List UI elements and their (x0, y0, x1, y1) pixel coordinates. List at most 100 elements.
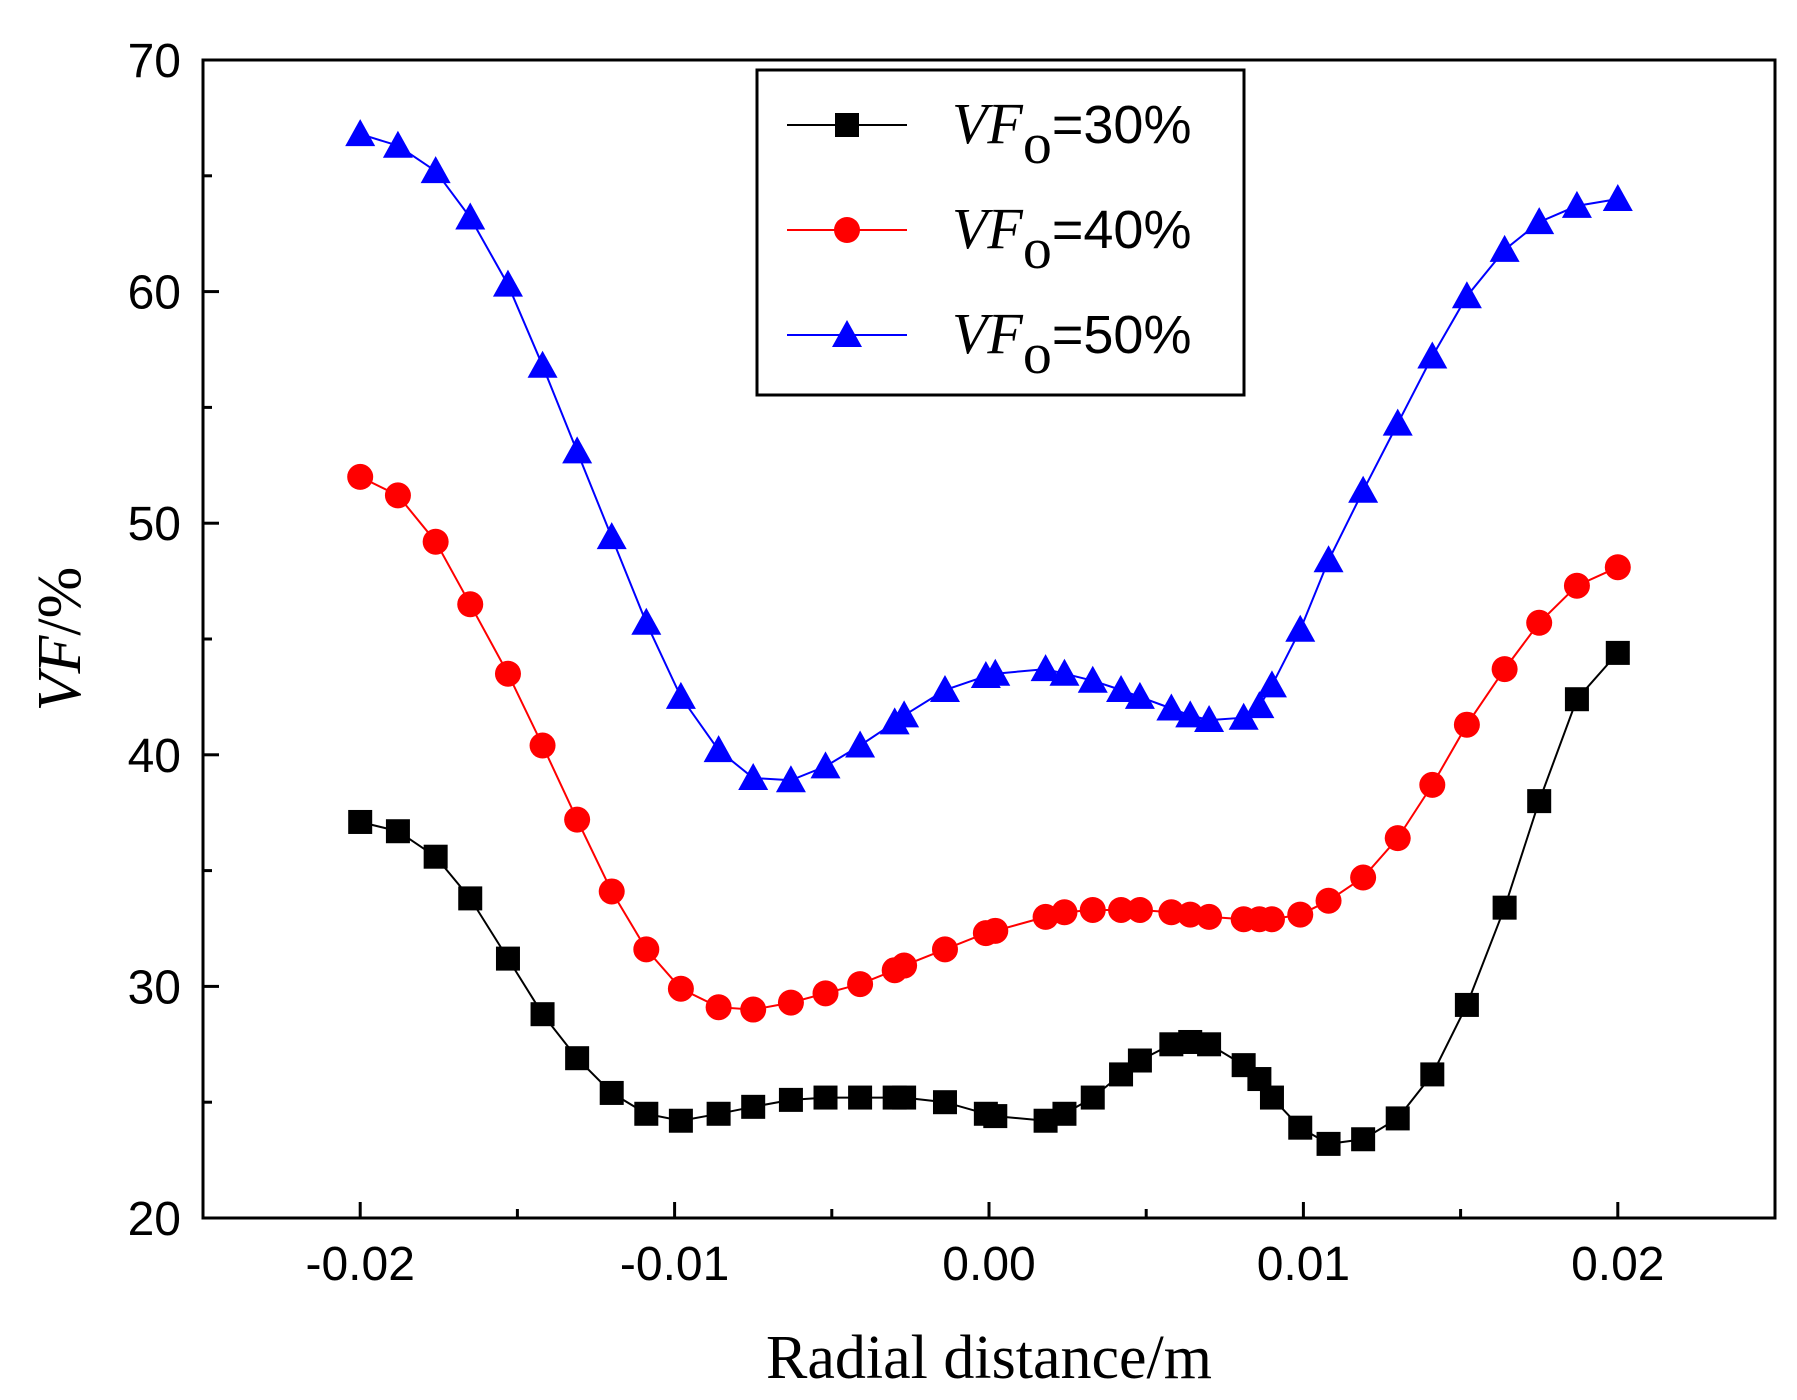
data-point (891, 952, 918, 979)
data-point (1385, 1106, 1410, 1131)
legend-item-1: VFo=30% (787, 91, 1191, 176)
x-tick-label: 0.02 (1571, 1238, 1664, 1291)
data-point (345, 119, 376, 147)
data-point (1563, 572, 1590, 599)
data-point (1197, 1032, 1222, 1057)
data-point (1492, 895, 1517, 920)
data-point (1077, 665, 1108, 693)
data-point (740, 996, 767, 1023)
y-tick-label: 50 (128, 498, 181, 551)
x-tick-label: -0.02 (305, 1238, 414, 1291)
data-point (1259, 1085, 1284, 1110)
data-point (530, 1002, 555, 1027)
data-point (1316, 1131, 1341, 1156)
data-point (564, 806, 591, 833)
data-point (1124, 681, 1155, 709)
data-point (668, 1108, 693, 1133)
legend-label-variable: VF (952, 301, 1023, 366)
data-point (1315, 887, 1342, 914)
data-point (1419, 771, 1446, 798)
data-point (777, 989, 804, 1016)
ticks-layer: -0.02 -0.01 0.00 0.01 0.02 20 30 40 50 60 70 (128, 35, 1777, 1291)
data-point (1052, 1101, 1077, 1126)
data-point (598, 878, 625, 905)
data-point (1158, 899, 1185, 926)
data-point (1561, 190, 1592, 218)
data-point (1049, 658, 1080, 686)
data-point (1175, 700, 1206, 728)
data-point (492, 269, 523, 297)
data-point (741, 1094, 766, 1119)
data-point (596, 522, 627, 550)
data-point (634, 1101, 659, 1126)
data-point (1177, 901, 1204, 928)
data-point (455, 202, 486, 230)
y-tick-label: 60 (128, 267, 181, 320)
data-point (1526, 609, 1553, 636)
data-point (1348, 475, 1379, 503)
data-point (1527, 789, 1552, 814)
legend-label-value: =40% (1052, 200, 1192, 260)
data-point (422, 528, 449, 555)
data-point (1080, 1085, 1105, 1110)
data-point (1256, 670, 1287, 698)
data-point (385, 819, 410, 844)
data-point (706, 1101, 731, 1126)
data-point (1453, 711, 1480, 738)
data-point (1288, 1115, 1313, 1140)
data-point (495, 946, 520, 971)
data-point (1126, 896, 1153, 923)
data-point (348, 809, 373, 834)
legend-label-variable: VF (952, 196, 1023, 261)
y-axis-title: VF/% (26, 567, 94, 712)
y-axis-title-unit: /% (26, 567, 94, 636)
data-point (599, 1080, 624, 1105)
data-point (810, 751, 841, 779)
data-point (1605, 640, 1630, 665)
legend-label-variable: VF (952, 91, 1023, 156)
data-point (1106, 674, 1137, 702)
data-point (667, 975, 694, 1002)
legend-label: VFo=40% (952, 196, 1191, 281)
data-point (1079, 896, 1106, 923)
legend-marker (835, 113, 859, 137)
legend-label: VFo=30% (952, 91, 1191, 176)
data-point (980, 658, 1011, 686)
data-point (1350, 864, 1377, 891)
legend-item-3: VFo=50% (787, 301, 1191, 386)
data-point (420, 156, 451, 184)
legend: VFo=30%VFo=40%VFo=50% (755, 68, 1246, 397)
data-point (1287, 901, 1314, 928)
data-point (382, 130, 413, 158)
y-axis-title-variable: VF (26, 634, 94, 711)
data-point (1108, 896, 1135, 923)
series-3 (345, 119, 1633, 793)
data-point (932, 1090, 957, 1115)
x-axis-title: Radial distance/m (766, 1324, 1212, 1392)
data-point (892, 1085, 917, 1110)
data-point (1228, 702, 1259, 730)
data-point (1051, 899, 1078, 926)
legend-label-subscript: o (1023, 111, 1052, 176)
legend-marker (834, 217, 860, 243)
data-point (347, 463, 374, 490)
data-point (665, 681, 696, 709)
data-point (1602, 183, 1633, 211)
legend-label: VFo=50% (952, 301, 1191, 386)
data-point (1491, 656, 1518, 683)
data-point (1196, 903, 1223, 930)
data-point (1127, 1048, 1152, 1073)
x-tick-label: 0.01 (1257, 1238, 1350, 1291)
data-point (1604, 554, 1631, 581)
data-point (1420, 1062, 1445, 1087)
data-point (889, 700, 920, 728)
data-point (1384, 825, 1411, 852)
data-point (631, 607, 662, 635)
data-point (1194, 705, 1225, 733)
data-point (983, 1104, 1008, 1129)
data-point (703, 735, 734, 763)
data-point (529, 732, 556, 759)
data-point (845, 730, 876, 758)
data-point (1156, 693, 1187, 721)
